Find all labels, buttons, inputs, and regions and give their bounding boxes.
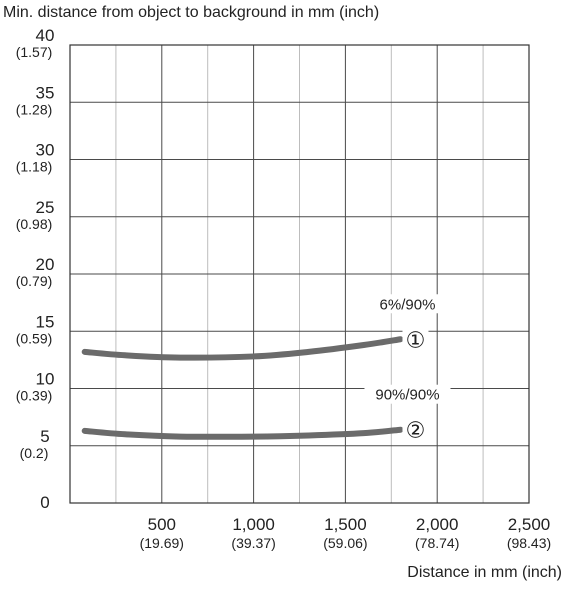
series-marker-2: ②	[406, 418, 426, 443]
series-line-2	[81, 426, 404, 440]
x-tick-sublabel: (78.74)	[415, 535, 459, 551]
x-tick-label: 1,000	[232, 515, 275, 534]
x-tick-label: 2,000	[416, 515, 459, 534]
series-marker-bg-1	[402, 326, 429, 353]
series-line-1	[81, 336, 404, 361]
series-label-bg-1	[364, 294, 451, 314]
x-tick-sublabel: (39.37)	[231, 535, 275, 551]
x-tick-label: 1,500	[324, 515, 367, 534]
y-tick-label: 15	[36, 312, 55, 331]
y-tick-sublabel: (0.79)	[16, 273, 53, 289]
series-label-1: 6%/90%	[380, 296, 436, 313]
y-tick-sublabel: (0.98)	[16, 216, 53, 232]
y-tick-sublabel: (1.28)	[16, 101, 53, 117]
x-tick-sublabel: (98.43)	[507, 535, 551, 551]
y-tick-label: 0	[40, 493, 49, 512]
series-marker-bg-2	[402, 416, 429, 443]
y-tick-sublabel: (1.18)	[16, 159, 53, 175]
y-tick-sublabel: (0.2)	[20, 445, 49, 461]
chart-title: Min. distance from object to background …	[3, 4, 380, 21]
y-tick-sublabel: (1.57)	[16, 44, 53, 60]
y-tick-sublabel: (0.39)	[16, 388, 53, 404]
series-label-2: 90%/90%	[375, 387, 439, 404]
series-label-bg-2	[364, 384, 451, 404]
y-tick-label: 5	[40, 427, 49, 446]
y-tick-label: 25	[36, 198, 55, 217]
y-tick-label: 35	[36, 83, 55, 102]
x-axis-label: Distance in mm (inch)	[407, 564, 562, 581]
y-tick-label: 20	[36, 255, 55, 274]
x-tick-sublabel: (59.06)	[323, 535, 367, 551]
series-marker-1: ①	[406, 327, 426, 352]
x-tick-label: 500	[148, 515, 176, 534]
y-tick-label: 10	[36, 370, 55, 389]
y-tick-sublabel: (0.59)	[16, 330, 53, 346]
x-tick-label: 2,500	[508, 515, 551, 534]
y-tick-label: 40	[36, 26, 55, 45]
plot-frame	[69, 44, 530, 504]
y-tick-label: 30	[36, 141, 55, 160]
x-tick-sublabel: (19.69)	[140, 535, 184, 551]
